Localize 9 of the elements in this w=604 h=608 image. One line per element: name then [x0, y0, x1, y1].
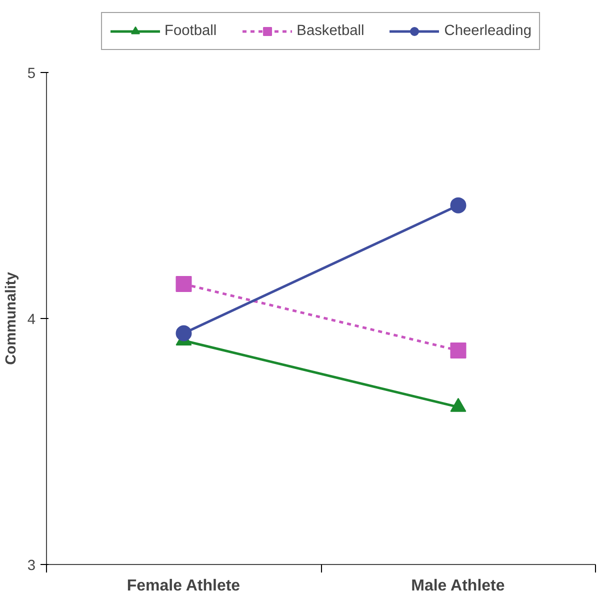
legend-label: Basketball	[296, 23, 364, 39]
y-axis-title: Communality	[3, 271, 20, 365]
legend-label: Cheerleading	[444, 23, 532, 39]
y-tick-label: 5	[27, 66, 36, 82]
x-tick-label: Female Athlete	[126, 578, 240, 594]
legend-label: Football	[164, 23, 217, 39]
y-tick-label: 3	[27, 558, 36, 574]
x-tick-label: Male Athlete	[411, 578, 505, 594]
y-tick-label: 4	[27, 312, 36, 328]
